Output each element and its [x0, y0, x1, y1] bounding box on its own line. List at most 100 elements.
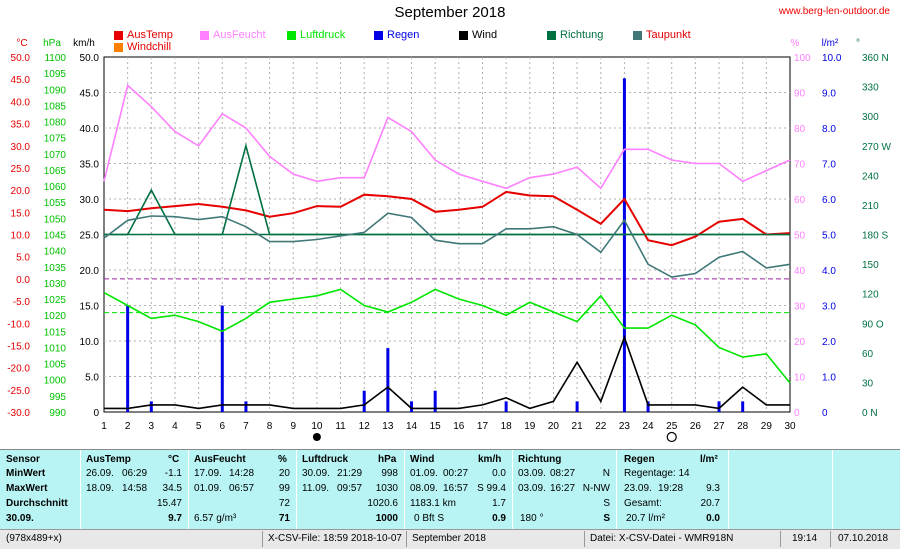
- tick-day: 11: [335, 421, 346, 432]
- rain-bar: [149, 401, 153, 412]
- tick-pressure: 1055: [44, 198, 67, 209]
- tick-humidity: 70: [794, 160, 806, 171]
- tick-humidity: 20: [794, 337, 806, 348]
- tick-rain: 4.0: [822, 266, 836, 277]
- richtung-min: N: [602, 468, 610, 479]
- austemp-max-time: 14:58: [122, 483, 148, 494]
- temp-unit-label: °C: [16, 38, 27, 49]
- tick-day: 15: [430, 421, 442, 432]
- regen-max: 9.3: [706, 483, 720, 494]
- tick-humidity: 40: [794, 266, 806, 277]
- tick-day: 19: [524, 421, 536, 432]
- tick-pressure: 1065: [44, 166, 67, 177]
- tick-temp: -5.0: [13, 297, 31, 308]
- tick-direction: 300: [862, 112, 879, 123]
- row-label-min: MinWert: [6, 468, 46, 479]
- rain-bar: [504, 401, 508, 412]
- ausfeucht-min-time: 14:28: [229, 468, 255, 479]
- luftdruck-max-date: 11.09.: [302, 483, 330, 494]
- ausfeucht-min-date: 17.09.: [194, 468, 222, 479]
- pressure-unit-label: hPa: [43, 38, 61, 49]
- tick-humidity: 30: [794, 302, 806, 313]
- weather-chart: °C hPa km/h% l/m² ° -30.0 -25.0 -20.0 -15.0 -10.0…: [7, 38, 891, 443]
- tick-temp: -30.0: [7, 408, 30, 419]
- tick-day: 8: [267, 421, 273, 432]
- ausfeucht-header: AusFeucht: [194, 454, 246, 465]
- series-line-taupunkt: [103, 212, 791, 278]
- ausfeucht-today-abs: 6.57 g/m³: [194, 513, 237, 524]
- legend-swatch: [287, 30, 296, 40]
- series-line-ausfeucht: [103, 83, 791, 190]
- austemp-min-date: 26.09.: [86, 468, 114, 479]
- tick-pressure: 1075: [44, 134, 67, 145]
- tick-temp: 15.0: [11, 208, 31, 219]
- ausfeucht-max-date: 01.09.: [194, 483, 222, 494]
- rain-bar: [362, 390, 366, 412]
- tick-wind: 40.0: [80, 124, 100, 135]
- statistics-panel: Sensor MinWert MaxWert Durchschnitt 30.0…: [0, 449, 900, 530]
- tick-day: 13: [382, 421, 394, 432]
- tick-rain: 10.0: [822, 53, 842, 64]
- austemp-min: -1.1: [164, 468, 182, 479]
- tick-humidity: 0: [794, 408, 800, 419]
- legend-item-ausfeucht: AusFeucht: [200, 29, 266, 41]
- regen-today-total: 20.7 l/m²: [626, 513, 665, 524]
- tick-rain: 0: [822, 408, 828, 419]
- tick-temp: 0.0: [16, 275, 30, 286]
- tick-day: 9: [290, 421, 296, 432]
- chart-title: September 2018: [394, 4, 506, 21]
- ausfeucht-today: 71: [278, 513, 290, 524]
- status-month: September 2018: [412, 533, 486, 544]
- tick-direction: 240: [862, 171, 879, 182]
- tick-rain: 5.0: [822, 231, 836, 242]
- tick-pressure: 1000: [44, 376, 67, 387]
- tick-temp: 25.0: [11, 164, 31, 175]
- legend-swatch: [459, 30, 468, 40]
- tick-wind: 35.0: [80, 160, 100, 171]
- tick-temp: -10.0: [7, 319, 30, 330]
- tick-direction: 270 W: [862, 142, 891, 153]
- tick-pressure: 1060: [44, 182, 67, 193]
- richtung-avg: S: [603, 498, 610, 509]
- luftdruck-avg: 1020.6: [367, 498, 398, 509]
- wind-avg: 1.7: [492, 498, 506, 509]
- luftdruck-max: 1030: [375, 483, 398, 494]
- richtung-max-time: 16:27: [550, 483, 576, 494]
- rain-bar: [575, 401, 579, 412]
- tick-humidity: 100: [794, 53, 811, 64]
- tick-wind: 30.0: [80, 195, 100, 206]
- austemp-unit: °C: [168, 454, 180, 465]
- tick-pressure: 1070: [44, 150, 67, 161]
- luftdruck-min: 998: [381, 468, 398, 479]
- tick-day: 20: [548, 421, 560, 432]
- tick-day: 14: [406, 421, 418, 432]
- rain-bar: [386, 348, 390, 412]
- ausfeucht-unit: %: [278, 454, 287, 465]
- tick-direction: 360 N: [862, 53, 889, 64]
- tick-rain: 1.0: [822, 373, 836, 384]
- legend-swatch: [374, 30, 383, 40]
- tick-rain: 9.0: [822, 89, 836, 100]
- series-line-richtung: [104, 142, 790, 236]
- richtung-max-date: 03.09.: [518, 483, 546, 494]
- richtung-header: Richtung: [518, 454, 562, 465]
- tick-wind: 25.0: [80, 231, 100, 242]
- tick-rain: 3.0: [822, 302, 836, 313]
- tick-wind: 20.0: [80, 266, 100, 277]
- tick-day: 12: [359, 421, 371, 432]
- tick-direction: 210: [862, 201, 879, 212]
- tick-day: 1: [101, 421, 107, 432]
- rain-bar: [126, 305, 130, 412]
- tick-day: 21: [572, 421, 584, 432]
- rain-bar: [244, 401, 248, 412]
- tick-direction: 120: [862, 290, 879, 301]
- tick-temp: 5.0: [16, 253, 30, 264]
- wind-max: S 99.4: [477, 483, 506, 494]
- site-url[interactable]: www.berg-len-outdoor.de: [778, 6, 890, 17]
- tick-rain: 7.0: [822, 160, 836, 171]
- rain-bar: [433, 390, 437, 412]
- tick-day: 18: [501, 421, 513, 432]
- tick-pressure: 1035: [44, 263, 67, 274]
- tick-day: 26: [690, 421, 702, 432]
- tick-day: 16: [453, 421, 465, 432]
